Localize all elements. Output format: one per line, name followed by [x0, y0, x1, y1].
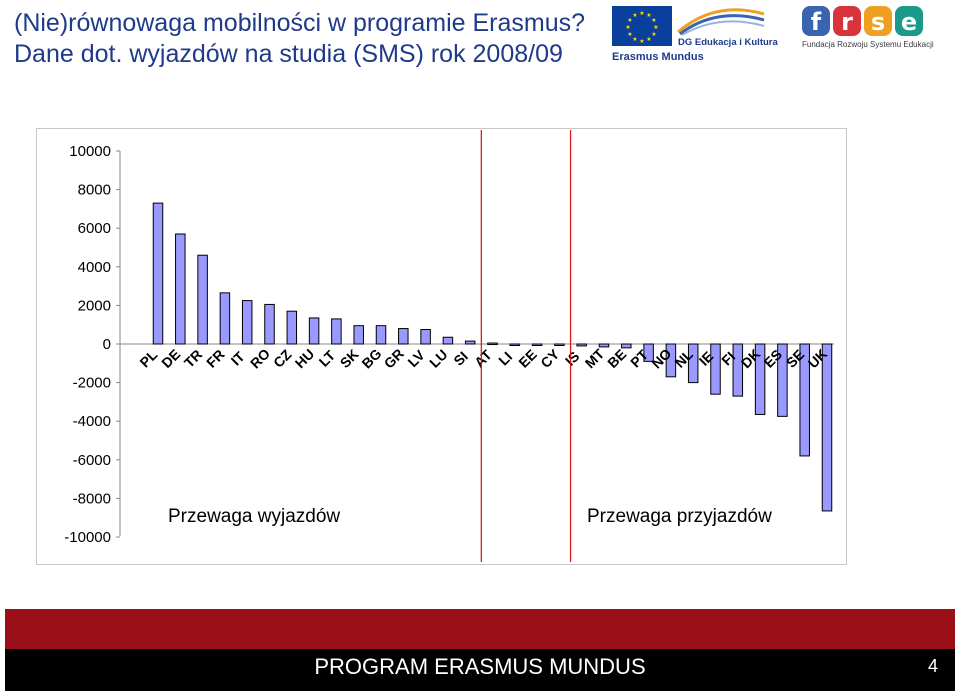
bar-hu — [308, 317, 320, 345]
footer-red-band — [5, 609, 955, 649]
dividers — [480, 130, 572, 562]
y-tick-label: -4000 — [73, 413, 111, 430]
svg-text:★: ★ — [627, 31, 632, 38]
svg-text:★: ★ — [651, 31, 656, 38]
svg-text:★: ★ — [625, 24, 630, 31]
bar-cz — [286, 310, 298, 345]
bar-chart: 10000 8000 6000 4000 2000 0 -2000 -4000 -6000 -80… — [36, 128, 847, 565]
bar-it — [241, 300, 253, 345]
footer-program-title: PROGRAM ERASMUS MUNDUS — [314, 654, 646, 679]
bar-lv — [420, 329, 431, 345]
erasmus-mundus-logo-text: Erasmus Mundus — [612, 51, 704, 63]
annotation-inbound-dominance: Przewaga przyjazdów — [587, 506, 772, 527]
bar-si — [464, 340, 476, 345]
bar-es — [777, 343, 788, 417]
svg-text:★: ★ — [639, 38, 644, 45]
y-axis: 10000 8000 6000 4000 2000 0 -2000 -4000 -6000 -80… — [64, 143, 834, 546]
title-line-2: Dane dot. wyjazdów na studia (SMS) rok 2… — [14, 40, 563, 68]
svg-text:★: ★ — [646, 12, 651, 19]
eu-flag-logo: ★ ★ ★ ★ ★ ★ ★ ★ ★ ★ ★ ★ — [612, 6, 672, 46]
bar-fi — [732, 343, 744, 397]
bar-at — [487, 342, 498, 346]
frse-tile-r — [833, 6, 861, 36]
footer-dark-band — [5, 649, 955, 691]
y-tick-label: 2000 — [78, 297, 111, 314]
svg-text:f: f — [811, 8, 822, 36]
bar-lu — [442, 336, 454, 345]
svg-text:★: ★ — [646, 36, 651, 43]
svg-text:s: s — [871, 8, 885, 36]
bar-no — [665, 343, 677, 378]
bar-be — [621, 343, 632, 349]
dg-swoosh-icon — [677, 8, 765, 36]
page-number: 4 — [927, 656, 938, 676]
chart-frame — [36, 128, 847, 565]
bar-de — [175, 233, 186, 345]
bar-pl — [152, 202, 164, 345]
bar-ie — [710, 343, 721, 395]
bar-ee — [531, 343, 543, 346]
page-title: (Nie)równowaga mobilności w programie Er… — [14, 8, 585, 70]
frse-tile-f — [802, 6, 830, 36]
annotation-outbound-dominance: Przewaga wyjazdów — [168, 506, 340, 527]
y-tick-label: 4000 — [78, 259, 111, 276]
frse-tile-e — [895, 6, 923, 36]
y-tick-label: 8000 — [78, 182, 111, 199]
y-tick-label: 6000 — [78, 220, 111, 237]
bar-se — [799, 343, 810, 457]
frse-tile-s — [864, 6, 892, 36]
svg-text:e: e — [901, 8, 917, 36]
svg-text:★: ★ — [632, 36, 637, 43]
bar-cy — [554, 343, 565, 346]
bar-ro — [264, 303, 275, 345]
bar-mt — [598, 343, 610, 348]
svg-text:★: ★ — [627, 17, 632, 24]
svg-text:★: ★ — [653, 24, 658, 31]
y-tick-label: -10000 — [64, 529, 111, 546]
svg-text:★: ★ — [639, 10, 644, 17]
bar-nl — [687, 343, 699, 384]
bar-gr — [398, 328, 409, 345]
bar-tr — [197, 254, 208, 345]
bar-lt — [331, 318, 342, 345]
dg-logo-text: DG Edukacja i Kultura — [678, 37, 778, 48]
bar-dk — [754, 343, 766, 415]
bar-is — [576, 343, 587, 347]
bar-li — [509, 343, 521, 346]
frse-logo-text: Fundacja Rozwoju Systemu Edukacji — [802, 40, 934, 49]
svg-text:r: r — [841, 8, 853, 36]
bar-sk — [353, 325, 364, 345]
title-line-1: (Nie)równowaga mobilności w programie Er… — [14, 9, 586, 37]
bar-pt — [643, 343, 654, 362]
y-tick-label: 0 — [103, 336, 111, 353]
y-tick-label: -6000 — [73, 452, 111, 469]
bars — [152, 202, 833, 512]
y-tick-label: -2000 — [73, 375, 111, 392]
eu-stars-icon: ★ ★★ ★★★ ★★★ ★★★ — [625, 10, 658, 45]
svg-text:★: ★ — [632, 12, 637, 19]
bar-uk — [821, 343, 833, 512]
y-tick-label: -8000 — [73, 490, 111, 507]
bar-bg — [375, 325, 387, 345]
bar-fr — [219, 292, 231, 345]
y-tick-label: 10000 — [69, 143, 111, 160]
svg-text:★: ★ — [651, 17, 656, 24]
